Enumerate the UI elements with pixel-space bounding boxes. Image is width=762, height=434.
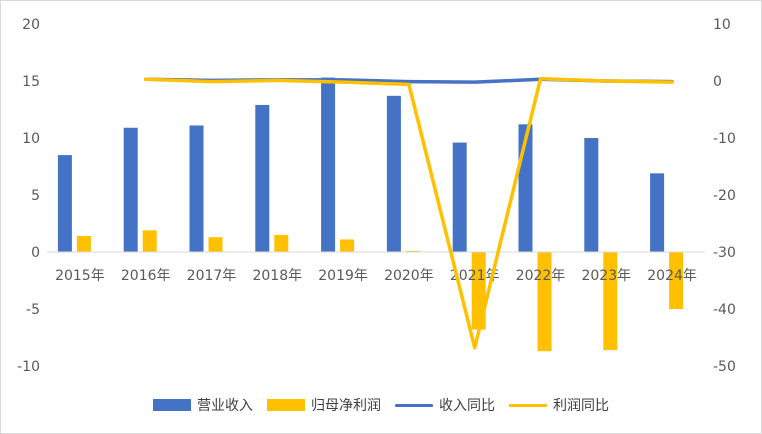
category-label-2019年: 2019年	[318, 268, 368, 284]
legend-label: 归母净利润	[311, 398, 381, 414]
bar-营业收入-2019年	[321, 77, 336, 252]
bar-归母净利润-2022年	[537, 252, 552, 352]
legend-label: 利润同比	[553, 398, 609, 414]
legend-item-利润同比: 利润同比	[509, 395, 609, 415]
left-axis-tick-label: -10	[17, 359, 40, 375]
legend-swatch	[395, 403, 433, 407]
bar-营业收入-2020年	[386, 95, 401, 252]
legend-swatch	[267, 399, 305, 411]
left-axis-tick-label: -5	[26, 302, 40, 318]
right-axis-tick-label: -30	[713, 245, 736, 261]
category-label-2021年: 2021年	[450, 268, 500, 284]
bar-营业收入-2017年	[189, 125, 204, 252]
bar-归母净利润-2023年	[603, 252, 618, 351]
bar-归母净利润-2016年	[142, 230, 157, 252]
legend-item-营业收入: 营业收入	[153, 395, 253, 415]
category-label-2015年: 2015年	[55, 268, 105, 284]
legend-label: 营业收入	[197, 398, 253, 414]
legend-label: 收入同比	[439, 398, 495, 414]
category-label-2022年: 2022年	[516, 268, 566, 284]
left-axis-tick-label: 10	[22, 131, 40, 147]
category-label-2020年: 2020年	[384, 268, 434, 284]
right-axis-tick-label: -50	[713, 359, 736, 375]
line-利润同比	[143, 76, 674, 350]
category-label-2016年: 2016年	[121, 268, 171, 284]
legend-swatch	[153, 399, 191, 411]
bar-归母净利润-2020年	[405, 250, 420, 252]
right-axis-tick-label: 0	[713, 74, 722, 90]
right-axis-tick-label: 10	[713, 17, 731, 33]
bar-营业收入-2015年	[57, 155, 72, 252]
bar-营业收入-2023年	[584, 138, 599, 252]
bar-归母净利润-2017年	[208, 237, 223, 252]
bar-营业收入-2021年	[452, 142, 467, 252]
left-axis-tick-label: 20	[22, 17, 40, 33]
bar-营业收入-2018年	[255, 104, 270, 252]
category-label-2017年: 2017年	[187, 268, 237, 284]
legend: 营业收入 归母净利润 收入同比 利润同比	[1, 394, 761, 416]
legend-item-归母净利润: 归母净利润	[267, 395, 381, 415]
bar-营业收入-2024年	[650, 173, 665, 252]
bar-营业收入-2016年	[123, 127, 138, 252]
right-axis-tick-label: -10	[713, 131, 736, 147]
left-axis-tick-label: 0	[31, 245, 40, 261]
right-axis-tick-label: -20	[713, 188, 736, 204]
bar-归母净利润-2018年	[274, 234, 289, 252]
category-label-2024年: 2024年	[647, 268, 697, 284]
legend-item-收入同比: 收入同比	[395, 395, 495, 415]
legend-swatch	[509, 403, 547, 407]
left-axis-tick-label: 15	[22, 74, 40, 90]
bar-归母净利润-2019年	[340, 239, 355, 252]
left-axis-tick-label: 5	[31, 188, 40, 204]
right-axis-tick-label: -40	[713, 302, 736, 318]
category-label-2023年: 2023年	[581, 268, 631, 284]
bar-归母净利润-2024年	[669, 252, 684, 309]
bar-归母净利润-2015年	[76, 236, 91, 252]
category-label-2018年: 2018年	[252, 268, 302, 284]
